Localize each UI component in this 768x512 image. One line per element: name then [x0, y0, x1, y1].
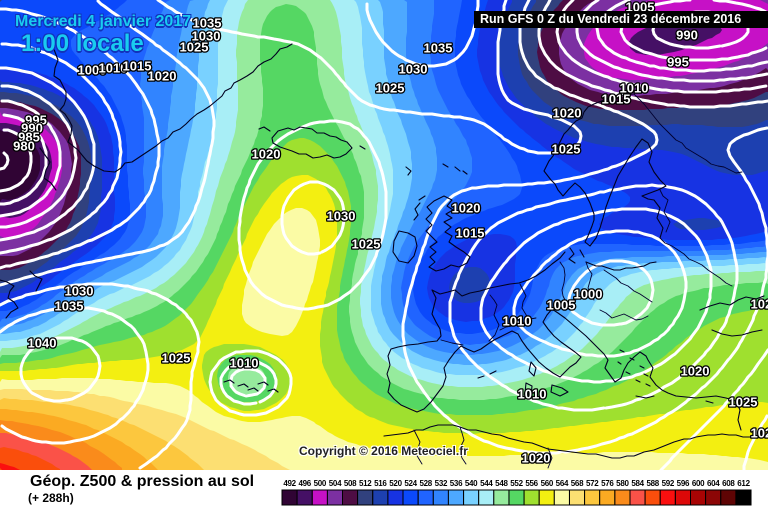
svg-text:980: 980: [13, 139, 35, 154]
svg-text:524: 524: [404, 479, 417, 488]
svg-text:1010: 1010: [518, 387, 547, 402]
svg-text:1020: 1020: [148, 69, 177, 84]
svg-text:540: 540: [465, 479, 478, 488]
svg-text:1035: 1035: [193, 16, 222, 31]
svg-text:1020: 1020: [553, 106, 582, 121]
svg-text:1025: 1025: [352, 237, 381, 252]
svg-text:1015: 1015: [123, 59, 152, 74]
svg-text:600: 600: [692, 479, 705, 488]
svg-text:492: 492: [283, 479, 296, 488]
svg-text:1020: 1020: [522, 451, 551, 466]
svg-text:985: 985: [18, 130, 40, 145]
svg-text:1025: 1025: [376, 81, 405, 96]
svg-text:1020: 1020: [452, 201, 481, 216]
svg-text:528: 528: [419, 479, 432, 488]
svg-text:512: 512: [359, 479, 372, 488]
svg-text:572: 572: [586, 479, 599, 488]
svg-text:1010: 1010: [99, 61, 128, 76]
svg-text:1015: 1015: [456, 226, 485, 241]
svg-text:1025: 1025: [180, 40, 209, 55]
svg-text:1005: 1005: [547, 298, 576, 313]
svg-text:496: 496: [298, 479, 311, 488]
svg-text:552: 552: [510, 479, 523, 488]
svg-text:1020: 1020: [751, 297, 768, 312]
svg-text:1025: 1025: [729, 395, 758, 410]
svg-text:508: 508: [344, 479, 357, 488]
svg-text:560: 560: [541, 479, 554, 488]
svg-text:612: 612: [737, 479, 750, 488]
svg-text:1020: 1020: [252, 147, 281, 162]
svg-text:1010: 1010: [503, 314, 532, 329]
svg-text:1015: 1015: [602, 92, 631, 107]
svg-text:596: 596: [677, 479, 690, 488]
svg-text:1020: 1020: [751, 426, 768, 441]
svg-text:500: 500: [314, 479, 327, 488]
svg-text:588: 588: [646, 479, 659, 488]
svg-text:1025: 1025: [552, 142, 581, 157]
svg-text:1030: 1030: [327, 209, 356, 224]
svg-text:544: 544: [480, 479, 493, 488]
svg-text:548: 548: [495, 479, 508, 488]
svg-text:1030: 1030: [399, 62, 428, 77]
svg-text:536: 536: [450, 479, 463, 488]
svg-text:564: 564: [556, 479, 569, 488]
svg-text:604: 604: [707, 479, 720, 488]
svg-text:532: 532: [435, 479, 448, 488]
svg-text:1040: 1040: [28, 336, 57, 351]
svg-text:592: 592: [662, 479, 675, 488]
svg-text:1010: 1010: [230, 356, 259, 371]
svg-text:576: 576: [601, 479, 614, 488]
svg-text:584: 584: [631, 479, 644, 488]
svg-text:580: 580: [616, 479, 629, 488]
svg-text:516: 516: [374, 479, 387, 488]
svg-text:1035: 1035: [55, 299, 84, 314]
svg-text:1000: 1000: [78, 63, 107, 78]
svg-text:568: 568: [571, 479, 584, 488]
svg-text:504: 504: [329, 479, 342, 488]
svg-text:556: 556: [525, 479, 538, 488]
svg-text:1025: 1025: [162, 351, 191, 366]
svg-text:990: 990: [21, 121, 43, 136]
svg-text:1030: 1030: [192, 29, 221, 44]
svg-text:1030: 1030: [65, 284, 94, 299]
svg-text:608: 608: [722, 479, 735, 488]
svg-text:1020: 1020: [681, 364, 710, 379]
svg-text:520: 520: [389, 479, 402, 488]
svg-text:995: 995: [25, 113, 47, 128]
svg-text:990: 990: [676, 28, 698, 43]
svg-text:1010: 1010: [620, 81, 649, 96]
svg-text:995: 995: [667, 55, 689, 70]
svg-text:1035: 1035: [424, 41, 453, 56]
svg-text:1000: 1000: [574, 287, 603, 302]
